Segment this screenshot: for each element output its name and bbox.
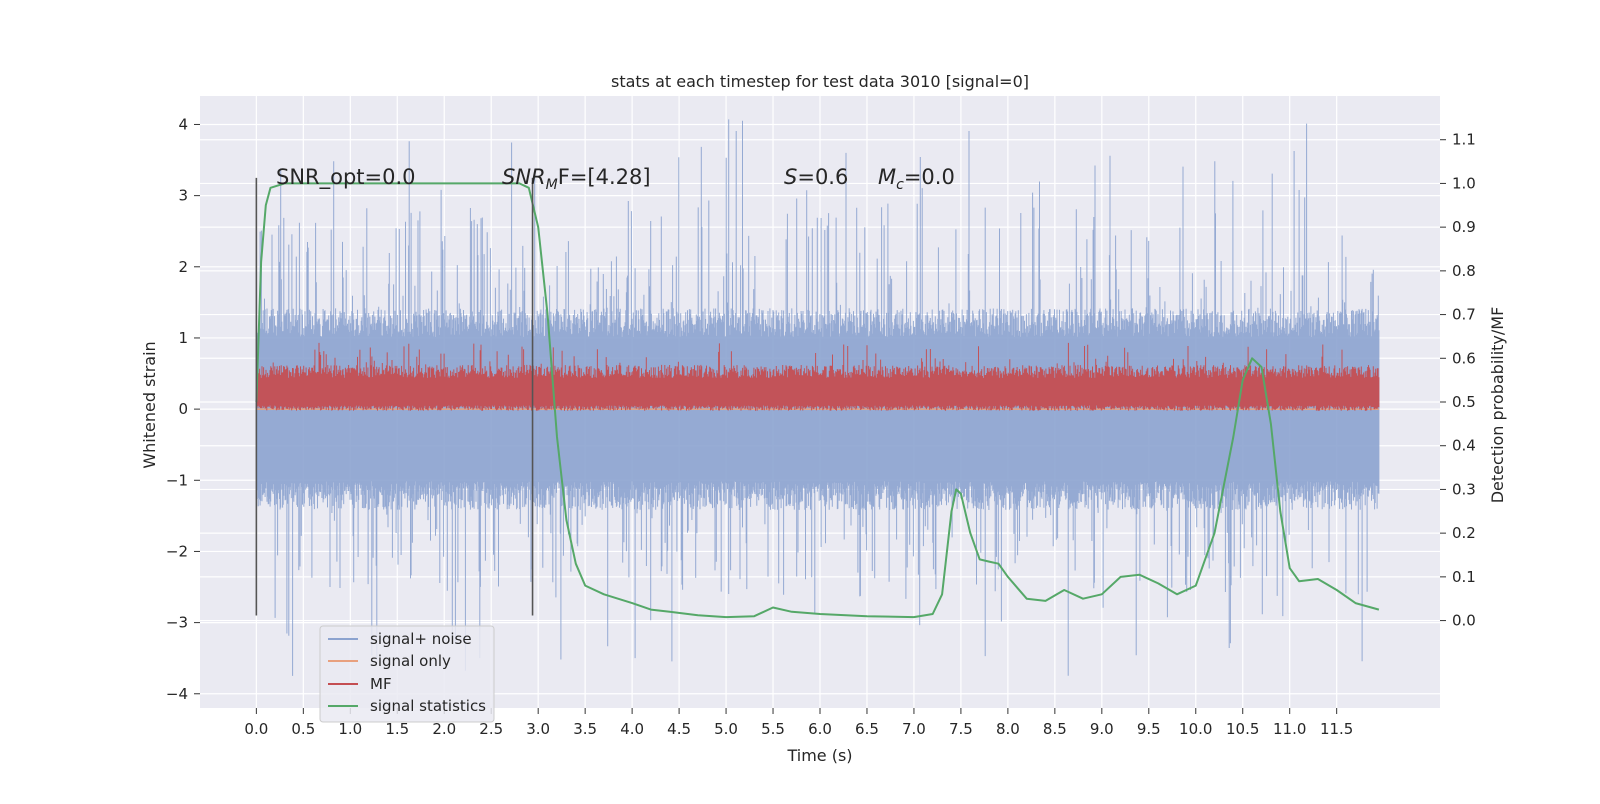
s-symbol: S <box>784 165 797 189</box>
annotation-mc: Mc=0.0 <box>878 165 955 193</box>
legend-label-signal-statistics: signal statistics <box>370 697 486 715</box>
y-tick-label: 2 <box>178 258 188 276</box>
annotation-s: S=0.6 <box>784 165 848 189</box>
y-tick-label: −2 <box>166 542 188 560</box>
x-tick-label: 9.0 <box>1090 720 1114 738</box>
x-tick-label: 9.5 <box>1137 720 1161 738</box>
x-tick-label: 7.5 <box>949 720 973 738</box>
legend-box <box>319 625 495 723</box>
y-tick-label: 0 <box>178 400 188 418</box>
x-tick-label: 8.0 <box>996 720 1020 738</box>
x-tick-label: 2.0 <box>432 720 456 738</box>
x-tick-label: 11.0 <box>1273 720 1306 738</box>
legend-label-mf: MF <box>370 675 392 693</box>
annotation-snr-opt: SNR_opt=0.0 <box>276 165 416 190</box>
y2-tick-label: 1.0 <box>1452 174 1476 192</box>
x-tick-label: 4.0 <box>620 720 644 738</box>
mc-value: =0.0 <box>904 165 955 189</box>
y-tick-label: −1 <box>166 471 188 489</box>
x-tick-label: 11.5 <box>1320 720 1353 738</box>
x-tick-label: 10.0 <box>1179 720 1212 738</box>
x-tick-label: 7.0 <box>902 720 926 738</box>
x-tick-label: 0.0 <box>244 720 268 738</box>
tick-layer: 0.0 0.5 1.0 1.5 2.0 2.5 3.0 3.5 4.0 4.5 5.0 5.5 6.0 6… <box>166 115 1476 738</box>
legend: signal+ noise signal only MF signal stat… <box>319 625 495 723</box>
x-axis-label: Time (s) <box>786 746 852 765</box>
snr-mf-subscript: M <box>546 177 558 193</box>
x-tick-label: 1.5 <box>385 720 409 738</box>
chart-title: stats at each timestep for test data 301… <box>611 72 1029 91</box>
signal-statistics-series <box>255 182 1380 619</box>
mc-symbol: M <box>878 165 896 189</box>
x-tick-label: 0.5 <box>291 720 315 738</box>
mc-subscript: c <box>896 177 904 193</box>
y2-tick-label: 0.8 <box>1452 262 1476 280</box>
y2-tick-label: 0.6 <box>1452 349 1476 367</box>
snr-mf-symbol: SNR <box>502 165 546 189</box>
y2-tick-label: 0.1 <box>1452 568 1476 586</box>
x-tick-label: 10.5 <box>1226 720 1259 738</box>
y2-tick-label: 0.9 <box>1452 218 1476 236</box>
x-tick-label: 1.0 <box>338 720 362 738</box>
legend-label-signal-only: signal only <box>370 652 451 670</box>
y-tick-label: 3 <box>178 187 188 205</box>
annotation-snr-mf: SNRMF=[4.28] <box>502 165 651 193</box>
y2-tick-label: 1.1 <box>1452 131 1476 149</box>
y-tick-label: −3 <box>166 614 188 632</box>
y2-tick-label: 0.5 <box>1452 393 1476 411</box>
x-tick-label: 6.5 <box>855 720 879 738</box>
x-tick-label: 5.0 <box>714 720 738 738</box>
vertical-lines <box>255 177 534 616</box>
y-tick-label: 4 <box>178 115 188 133</box>
x-tick-label: 5.5 <box>761 720 785 738</box>
y-tick-label: −4 <box>166 685 188 703</box>
y2-tick-label: 0.7 <box>1452 306 1476 324</box>
y2-tick-label: 0.2 <box>1452 524 1476 542</box>
x-tick-label: 4.5 <box>667 720 691 738</box>
legend-label-signal-noise: signal+ noise <box>370 630 472 648</box>
y-tick-label: 1 <box>178 329 188 347</box>
x-tick-label: 2.5 <box>479 720 503 738</box>
x-tick-label: 3.0 <box>526 720 550 738</box>
snr-mf-value: F=[4.28] <box>558 165 651 189</box>
y2-axis-label: Detection probability/MF <box>1488 307 1507 504</box>
signal-statistics-line <box>255 182 1380 619</box>
x-tick-label: 8.5 <box>1043 720 1067 738</box>
y2-tick-label: 0.3 <box>1452 480 1476 498</box>
y2-tick-label: 0.4 <box>1452 437 1476 455</box>
x-tick-label: 6.0 <box>808 720 832 738</box>
s-value: =0.6 <box>797 165 848 189</box>
y2-tick-label: 0.0 <box>1452 612 1476 630</box>
x-tick-label: 3.5 <box>573 720 597 738</box>
y-axis-label: Whitened strain <box>140 341 159 468</box>
